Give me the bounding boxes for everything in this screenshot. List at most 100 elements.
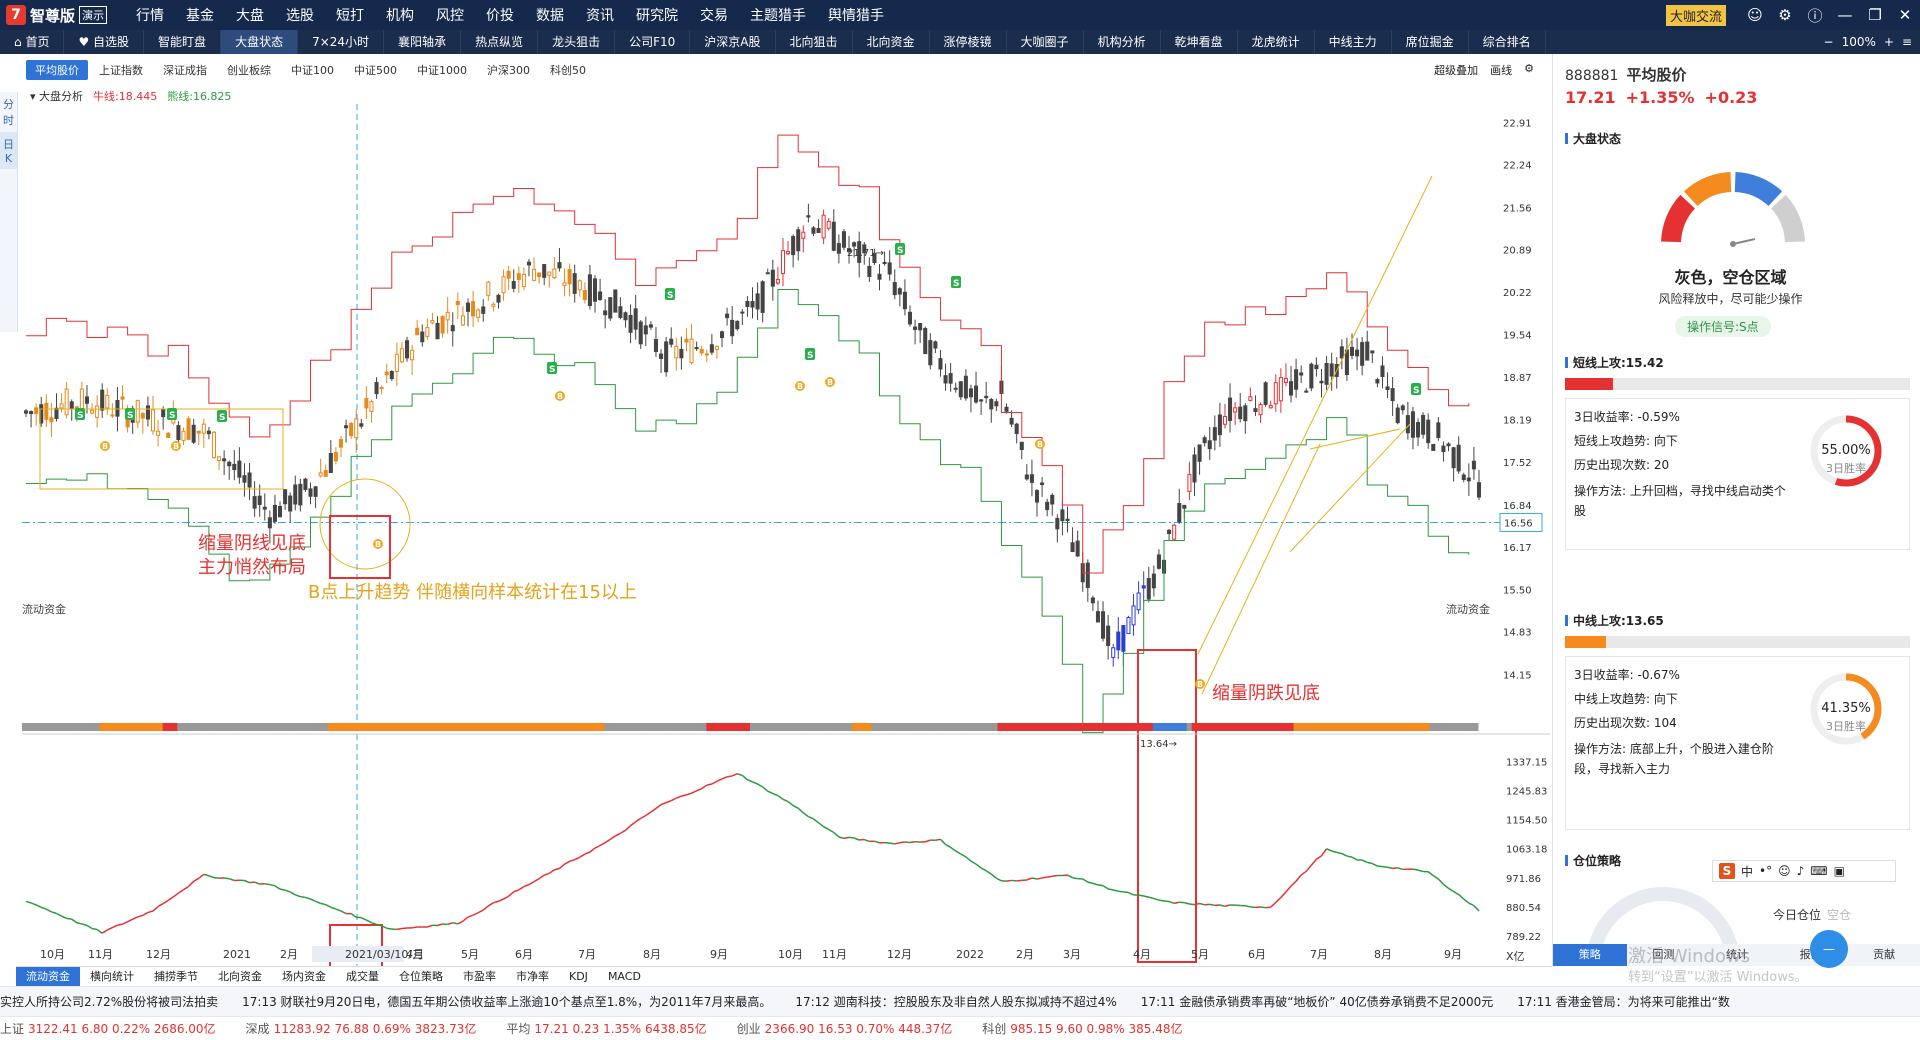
sogou-icon: S bbox=[1719, 863, 1735, 879]
legend-title[interactable]: ▾ 大盘分析 bbox=[30, 90, 84, 103]
panel-tab-2[interactable]: 统计 bbox=[1725, 948, 1748, 961]
tab-8[interactable]: 公司F10 bbox=[615, 30, 691, 54]
indicator-tab-1[interactable]: 横向统计 bbox=[90, 970, 134, 983]
menu-5[interactable]: 机构 bbox=[386, 8, 415, 24]
tab-10[interactable]: 北向狙击 bbox=[776, 30, 853, 54]
ticker-item[interactable]: 上证 3122.41 6.80 0.22% 2686.00亿 bbox=[0, 1020, 216, 1037]
tab-11[interactable]: 北向资金 bbox=[853, 30, 930, 54]
chart-settings-icon[interactable]: ⚙ bbox=[1524, 62, 1534, 75]
ime-toolbar[interactable]: S 中 •° ☺ ♪ ⌨ ▣ bbox=[1712, 860, 1896, 882]
tab-6[interactable]: 热点纵览 bbox=[461, 30, 539, 54]
keyboard-icon[interactable]: ⌨ bbox=[1810, 864, 1828, 878]
index-tab-8[interactable]: 科创50 bbox=[550, 64, 586, 77]
overlay-button[interactable]: 超级叠加 bbox=[1434, 64, 1479, 77]
index-tab-3[interactable]: 创业板综 bbox=[227, 64, 271, 77]
news-item[interactable]: 17:11 香港金管局：为将来可能推出“数 bbox=[1517, 995, 1730, 1009]
index-tab-2[interactable]: 深证成指 bbox=[163, 64, 207, 77]
tab-18[interactable]: 席位掘金 bbox=[1392, 30, 1469, 54]
punct-icon[interactable]: •° bbox=[1759, 864, 1773, 878]
zoom-out-icon[interactable]: − bbox=[1823, 35, 1834, 49]
indicator-tab-5[interactable]: 成交量 bbox=[346, 970, 379, 983]
menu-10[interactable]: 研究院 bbox=[636, 8, 679, 24]
tab-intraday[interactable]: 分时 bbox=[3, 98, 14, 127]
indicator-tab-6[interactable]: 仓位策略 bbox=[399, 970, 443, 983]
indicator-tab-0[interactable]: 流动资金 bbox=[16, 967, 80, 986]
indicator-tab-2[interactable]: 捕捞季节 bbox=[154, 970, 198, 983]
zoom-in-icon[interactable]: + bbox=[1883, 35, 1894, 49]
indicator-tab-10[interactable]: MACD bbox=[607, 970, 641, 983]
candle-body bbox=[379, 387, 384, 390]
index-tab-1[interactable]: 上证指数 bbox=[99, 64, 143, 77]
app-logo[interactable]: 7 智尊版 演示 bbox=[0, 0, 115, 30]
settings-icon[interactable]: ⚙ bbox=[1778, 6, 1792, 24]
menu-6[interactable]: 风控 bbox=[436, 8, 465, 24]
tab-1[interactable]: ♥ 自选股 bbox=[64, 30, 145, 54]
tab-9[interactable]: 沪深京A股 bbox=[690, 30, 776, 54]
candle-body bbox=[1197, 444, 1202, 462]
panel-tab-0[interactable]: 策略 bbox=[1553, 944, 1627, 966]
ticker-item[interactable]: 科创 985.15 9.60 0.98% 385.48亿 bbox=[982, 1020, 1182, 1037]
tab-16[interactable]: 龙虎统计 bbox=[1238, 30, 1315, 54]
tab-7[interactable]: 龙头狙击 bbox=[538, 30, 616, 54]
menu-7[interactable]: 价投 bbox=[486, 8, 515, 24]
maximize-icon[interactable]: ❐ bbox=[1868, 6, 1882, 24]
news-item[interactable]: 17:13 财联社9月20日电，德国五年期公债收益率上涨逾10个基点至1.8%，… bbox=[242, 995, 772, 1009]
indicator-tab-3[interactable]: 北向资金 bbox=[218, 970, 262, 983]
tab-daily-k[interactable]: 日K bbox=[0, 132, 17, 169]
tab-4[interactable]: 7×24小时 bbox=[298, 30, 385, 54]
high-label: 21.71→ bbox=[847, 248, 884, 259]
panel-tab-1[interactable]: 回测 bbox=[1652, 948, 1675, 961]
tab-14[interactable]: 机构分析 bbox=[1084, 30, 1161, 54]
index-tab-4[interactable]: 中证100 bbox=[291, 64, 334, 77]
close-icon[interactable]: ✕ bbox=[1898, 6, 1912, 24]
menu-8[interactable]: 数据 bbox=[536, 8, 565, 24]
kline-chart[interactable]: 22.91 22.24 21.56 20.89 20.22 19.54 18.87 18.19… bbox=[0, 54, 1552, 966]
skin-icon[interactable]: ▣ bbox=[1833, 864, 1845, 878]
menu-12[interactable]: 主题猎手 bbox=[750, 8, 807, 24]
tab-5[interactable]: 襄阳轴承 bbox=[384, 30, 462, 54]
index-tab-7[interactable]: 沪深300 bbox=[487, 64, 530, 77]
panel-tab-4[interactable]: 贡献 bbox=[1873, 948, 1896, 961]
indicator-tab-8[interactable]: 市净率 bbox=[516, 970, 549, 983]
info-icon[interactable]: ⓘ bbox=[1807, 6, 1823, 25]
index-tab-0[interactable]: 平均股价 bbox=[26, 60, 88, 80]
tab-12[interactable]: 涨停棱镜 bbox=[930, 30, 1007, 54]
ticker-item[interactable]: 平均 17.21 0.23 1.35% 6438.85亿 bbox=[506, 1020, 706, 1037]
tab-17[interactable]: 中线主力 bbox=[1315, 30, 1392, 54]
menu-2[interactable]: 大盘 bbox=[236, 8, 265, 24]
menu-11[interactable]: 交易 bbox=[700, 8, 729, 24]
ticker-item[interactable]: 创业 2366.90 16.53 0.70% 448.37亿 bbox=[737, 1020, 953, 1037]
tab-19[interactable]: 综合排名 bbox=[1469, 30, 1546, 54]
minimize-icon[interactable]: — bbox=[1837, 6, 1853, 24]
tab-15[interactable]: 乾坤看盘 bbox=[1161, 30, 1238, 54]
menu-3[interactable]: 选股 bbox=[286, 8, 315, 24]
news-item[interactable]: 实控人所持公司2.72%股份将被司法拍卖 bbox=[0, 995, 219, 1009]
indicator-tab-9[interactable]: KDJ bbox=[569, 970, 588, 983]
ticker-item[interactable]: 深成 11283.92 76.88 0.69% 3823.73亿 bbox=[246, 1020, 477, 1037]
tab-list-icon[interactable]: ≡ bbox=[1901, 35, 1912, 49]
indicator-tab-7[interactable]: 市盈率 bbox=[463, 970, 496, 983]
index-tab-6[interactable]: 中证1000 bbox=[417, 64, 467, 77]
mic-icon[interactable]: ♪ bbox=[1796, 864, 1805, 878]
menu-4[interactable]: 短打 bbox=[336, 8, 365, 24]
tab-2[interactable]: 智能盯盘 bbox=[144, 30, 222, 54]
indicator-tab-4[interactable]: 场内资金 bbox=[282, 970, 326, 983]
tab-3[interactable]: 大盘状态 bbox=[221, 30, 299, 54]
float-assist-button[interactable]: — bbox=[1810, 930, 1848, 968]
draw-button[interactable]: 画线 bbox=[1490, 64, 1513, 77]
news-item[interactable]: 17:12 迦南科技：控股股东及非自然人股东拟减持不超过4% bbox=[795, 995, 1117, 1009]
tab-0[interactable]: ⌂ 首页 bbox=[0, 30, 65, 54]
menu-13[interactable]: 舆情猎手 bbox=[828, 8, 885, 24]
emoji-icon[interactable]: ☺ bbox=[1778, 864, 1791, 878]
menu-9[interactable]: 资讯 bbox=[586, 8, 615, 24]
user-icon[interactable]: ☺ bbox=[1747, 6, 1763, 24]
ime-mode[interactable]: 中 bbox=[1741, 864, 1754, 879]
menu-1[interactable]: 基金 bbox=[186, 8, 215, 24]
candle-body bbox=[161, 409, 166, 418]
menu-0[interactable]: 行情 bbox=[136, 8, 165, 24]
tab-13[interactable]: 大咖圈子 bbox=[1007, 30, 1084, 54]
fund-segment bbox=[711, 780, 718, 785]
index-tab-5[interactable]: 中证500 bbox=[354, 64, 397, 77]
news-item[interactable]: 17:11 金融债承销费率再破“地板价” 40亿债券承销费不足2000元 bbox=[1140, 995, 1494, 1009]
community-button[interactable]: 大咖交流 bbox=[1665, 4, 1726, 26]
